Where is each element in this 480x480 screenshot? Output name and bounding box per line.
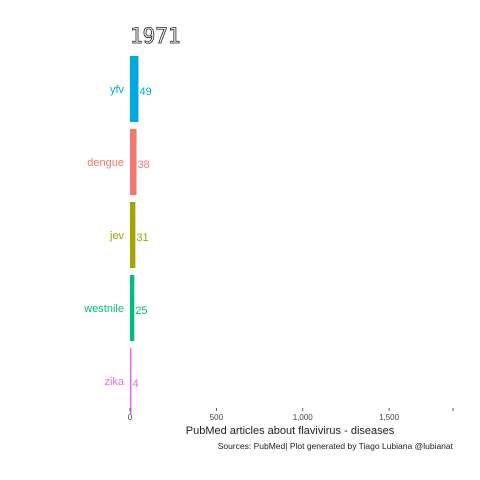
category-label: westnile: [83, 303, 124, 315]
x-tick-label: 1,500: [379, 413, 400, 422]
value-label: 49: [139, 86, 151, 98]
x-axis-label: PubMed articles about flavivirus - disea…: [186, 425, 395, 437]
value-label: 4: [133, 378, 139, 390]
bar-dengue: [130, 129, 137, 195]
bar-yfv: [130, 56, 139, 122]
bars-group: yfv 49 dengue 38 jev 31 westnile 25 zika 4: [83, 56, 152, 414]
category-label: yfv: [110, 84, 125, 96]
x-tick-label: 1,000: [293, 413, 314, 422]
category-label: dengue: [87, 157, 124, 169]
x-tick-label: 0: [128, 413, 133, 422]
category-label: zika: [104, 376, 124, 388]
value-label: 31: [136, 232, 148, 244]
category-label: jev: [109, 230, 125, 242]
x-tick-label: 500: [210, 413, 224, 422]
bar-westnile: [130, 275, 135, 341]
chart-title: 1971: [130, 24, 181, 48]
chart-caption: Sources: PubMed| Plot generated by Tiago…: [218, 441, 454, 451]
bar-jev: [130, 202, 136, 268]
value-label: 25: [135, 305, 147, 317]
x-axis: 0 500 1,000 1,500: [128, 408, 454, 422]
bar-zika: [130, 348, 132, 414]
value-label: 38: [138, 159, 150, 171]
